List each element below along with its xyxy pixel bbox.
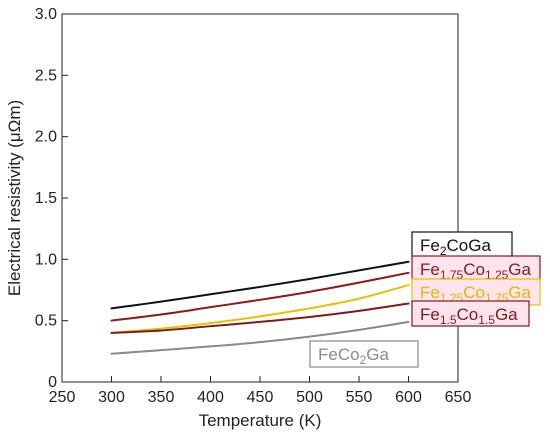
legend-box	[411, 255, 541, 283]
legend-label-part: Ga	[366, 345, 389, 364]
y-tick-label: 2.0	[35, 129, 57, 146]
series-line-3	[110, 302, 410, 334]
legend-box	[309, 340, 419, 368]
legend-label-part: 1.5	[478, 313, 495, 327]
legend-label-part: Ga	[508, 283, 531, 302]
x-tick-label: 500	[296, 389, 323, 406]
x-tick-label: 250	[49, 389, 76, 406]
y-tick-label: 1.5	[35, 190, 57, 207]
plot-area	[61, 13, 459, 383]
legend-box	[411, 300, 530, 327]
x-tick-label: 650	[445, 389, 472, 406]
x-tick-label: 350	[148, 389, 175, 406]
legend-label-part: 2	[440, 244, 447, 258]
y-tick-label: 3.0	[35, 6, 57, 23]
legend: Fe2CoGaFe1.75Co1.25GaFe1.25Co1.75GaFe1.5…	[309, 231, 541, 368]
legend-label-part: Fe	[420, 283, 440, 302]
legend-label-part: CoGa	[447, 236, 492, 255]
legend-label-part: Fe	[420, 236, 440, 255]
y-tick-label: 1.0	[35, 251, 57, 268]
y-tick-label: 0.5	[35, 313, 57, 330]
legend-entry-1: Fe1.75Co1.25Ga	[411, 255, 541, 283]
x-tick-label: 450	[247, 389, 274, 406]
y-axis-title: Electrical resistivity (μΩm)	[5, 100, 24, 296]
series-line-2	[110, 284, 410, 334]
x-tick-label: 400	[197, 389, 224, 406]
x-tick-label: 600	[395, 389, 422, 406]
legend-label-part: Fe	[420, 260, 440, 279]
y-tick-label: 0	[48, 374, 57, 391]
legend-label-part: Ga	[508, 260, 531, 279]
series-lines	[110, 260, 410, 355]
legend-label: FeCo2Ga	[318, 345, 389, 367]
legend-entry-3: Fe1.5Co1.5Ga	[411, 300, 530, 327]
legend-label-part: 2	[360, 353, 367, 367]
y-axis: 0 0.5 1.0 1.5 2.0 2.5 3.0	[35, 6, 68, 391]
series-line-1	[110, 271, 410, 322]
legend-label-part: Fe	[420, 305, 440, 324]
legend-label-part: Co	[457, 305, 479, 324]
legend-label-part: FeCo	[318, 345, 360, 364]
legend-label-part: 1.5	[440, 313, 457, 327]
x-tick-label: 300	[98, 389, 125, 406]
series-line-4	[110, 320, 410, 355]
legend-label-part: Ga	[495, 305, 518, 324]
legend-label-part: Co	[463, 260, 485, 279]
legend-label: Fe2CoGa	[420, 236, 491, 258]
legend-entry-4: FeCo2Ga	[309, 340, 419, 368]
y-tick-label: 2.5	[35, 67, 57, 84]
legend-label-part: Co	[463, 283, 485, 302]
legend-entry-0: Fe2CoGa	[411, 231, 513, 259]
legend-label: Fe1.5Co1.5Ga	[420, 305, 518, 327]
x-axis: 250 300 350 400 450 500 550 600 650	[49, 376, 472, 406]
series-line-0	[110, 260, 410, 310]
x-axis-title: Temperature (K)	[199, 411, 322, 430]
x-tick-label: 550	[346, 389, 373, 406]
